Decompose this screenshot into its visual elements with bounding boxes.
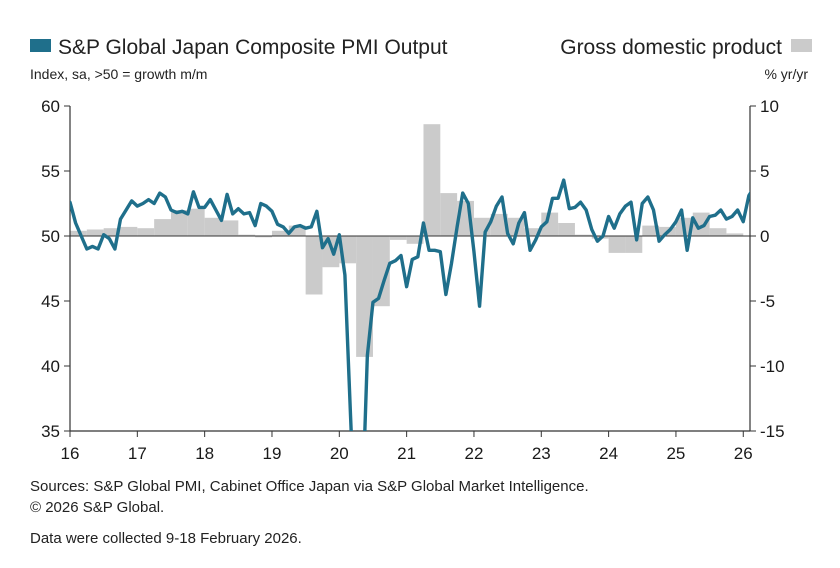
gdp-bar	[120, 226, 138, 236]
left-tick-label: 55	[41, 162, 60, 181]
gdp-bar	[389, 236, 407, 240]
x-tick-label: 20	[330, 444, 349, 463]
right-axis-title: % yr/yr	[764, 66, 808, 82]
sources-line-2: © 2026 S&P Global.	[30, 499, 164, 516]
gdp-bar	[642, 225, 660, 236]
gdp-bar	[187, 208, 205, 236]
x-tick-label: 18	[195, 444, 214, 463]
right-tick-label: -10	[760, 357, 785, 376]
right-tick-label: 10	[760, 97, 779, 116]
gdp-bar	[288, 225, 306, 236]
sources-line-1: Sources: S&P Global PMI, Cabinet Office …	[30, 478, 589, 495]
gdp-bar	[170, 210, 188, 236]
x-tick-label: 16	[61, 444, 80, 463]
x-tick-label: 21	[397, 444, 416, 463]
left-tick-label: 40	[41, 357, 60, 376]
gdp-bar	[423, 124, 441, 236]
collection-note: Data were collected 9-18 February 2026.	[30, 530, 302, 547]
left-tick-label: 50	[41, 227, 60, 246]
gdp-bars	[70, 124, 744, 357]
left-tick-label: 35	[41, 422, 60, 441]
gdp-bar	[625, 236, 643, 253]
gdp-bar	[726, 233, 744, 236]
left-tick-label: 45	[41, 292, 60, 311]
gdp-bar	[490, 213, 508, 236]
x-tick-label: 24	[599, 444, 618, 463]
pmi-line-layer	[70, 178, 750, 431]
gdp-bar	[692, 212, 710, 236]
gdp-bar	[271, 230, 289, 236]
gdp-bar	[204, 217, 222, 236]
x-tick-label: 22	[464, 444, 483, 463]
gdp-bar	[238, 234, 256, 236]
gdp-bar	[137, 228, 155, 236]
gdp-bar	[103, 228, 121, 236]
legend-label-pmi: S&P Global Japan Composite PMI Output	[58, 36, 448, 59]
x-tick-label: 17	[128, 444, 147, 463]
right-tick-label: 5	[760, 162, 769, 181]
gdp-bar	[524, 228, 542, 236]
gdp-bar	[608, 236, 626, 253]
right-tick-label: -15	[760, 422, 785, 441]
gdp-bar	[221, 220, 239, 236]
gdp-bar	[372, 236, 390, 307]
gdp-bar	[305, 236, 323, 295]
gdp-bar	[709, 228, 727, 236]
left-tick-label: 60	[41, 97, 60, 116]
legend-swatch-gdp	[791, 39, 812, 52]
gdp-bar	[154, 219, 171, 236]
pmi-line	[70, 178, 750, 431]
gdp-bar	[558, 223, 575, 236]
gdp-bar	[440, 193, 458, 236]
right-tick-label: 0	[760, 227, 769, 246]
gdp-bar	[406, 236, 424, 244]
gdp-bar	[86, 229, 104, 236]
gdp-bar	[541, 212, 559, 236]
x-tick-label: 25	[666, 444, 685, 463]
x-tick-label: 19	[263, 444, 282, 463]
legend-swatch-pmi	[30, 39, 51, 52]
gdp-bar	[255, 236, 272, 238]
right-tick-label: -5	[760, 292, 775, 311]
gdp-bar	[574, 234, 592, 236]
legend-label-gdp: Gross domestic product	[560, 36, 782, 59]
x-tick-label: 23	[532, 444, 551, 463]
x-tick-label: 26	[734, 444, 753, 463]
left-axis-title: Index, sa, >50 = growth m/m	[30, 66, 207, 82]
